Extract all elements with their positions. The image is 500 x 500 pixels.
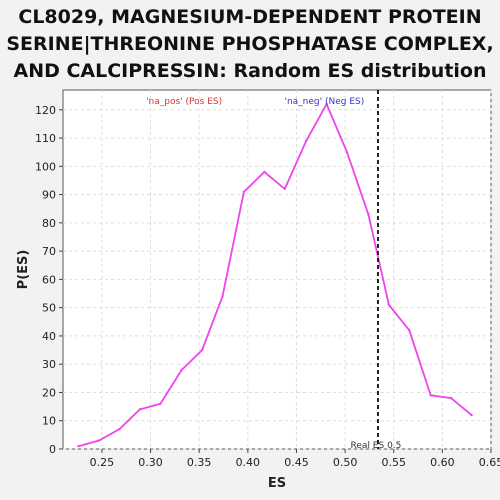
x-tick-label: 0.35 xyxy=(187,456,212,469)
x-tick-label: 0.45 xyxy=(284,456,309,469)
y-tick-label: 0 xyxy=(49,443,56,456)
data-point xyxy=(387,303,391,307)
plot-background xyxy=(62,89,492,450)
data-point xyxy=(408,329,411,332)
x-tick-label: 0.40 xyxy=(236,456,261,469)
chart-title-line-2: SERINE|THREONINE PHOSPHATASE COMPLEX, xyxy=(6,33,494,55)
axes: 0 10 20 30 40 50 60 70 80 90 100 110 120 0.25 0.30 0.35… xyxy=(35,104,500,469)
x-axis-title: ES xyxy=(268,476,286,491)
es-distribution-line xyxy=(78,102,473,448)
real-es-label: Real ES 0.5 xyxy=(351,441,402,451)
data-point xyxy=(200,348,204,352)
data-point xyxy=(470,413,473,417)
y-tick-label: 100 xyxy=(35,160,56,173)
x-tick-label: 0.25 xyxy=(90,456,115,469)
data-point xyxy=(325,102,328,106)
neg-es-annotation: 'na_neg' (Neg ES) xyxy=(284,97,364,107)
x-tick-label: 0.55 xyxy=(381,456,406,469)
x-tick-label: 0.30 xyxy=(138,456,163,469)
x-tick-label: 0.60 xyxy=(430,456,455,469)
y-tick-label: 90 xyxy=(42,189,56,202)
y-tick-label: 10 xyxy=(42,415,56,428)
y-tick-label: 70 xyxy=(42,245,56,258)
y-tick-label: 40 xyxy=(42,330,56,343)
y-tick-label: 80 xyxy=(42,217,56,230)
data-point xyxy=(242,190,246,193)
data-point xyxy=(283,187,286,191)
chart-title: CL8029, MAGNESIUM-DEPENDENT PROTEIN SERI… xyxy=(0,4,500,85)
pos-es-annotation: 'na_pos' (Pos ES) xyxy=(146,97,222,107)
data-point xyxy=(180,368,183,372)
data-point xyxy=(263,170,266,174)
y-tick-label: 120 xyxy=(35,104,56,117)
data-points xyxy=(77,102,473,448)
y-tick-label: 60 xyxy=(42,273,56,286)
data-point xyxy=(118,428,121,431)
y-tick-label: 30 xyxy=(42,358,56,371)
data-point xyxy=(345,150,349,154)
y-tick-label: 110 xyxy=(35,132,56,145)
y-tick-label: 50 xyxy=(42,302,56,315)
data-point xyxy=(449,396,453,400)
data-point xyxy=(221,295,224,298)
data-point xyxy=(367,213,370,216)
data-point xyxy=(138,408,142,411)
chart-title-line-1: CL8029, MAGNESIUM-DEPENDENT PROTEIN xyxy=(18,6,482,28)
data-point xyxy=(429,394,432,397)
data-point xyxy=(97,439,101,442)
data-point xyxy=(304,139,308,143)
data-point xyxy=(159,402,162,405)
x-tick-label: 0.50 xyxy=(333,456,358,469)
data-point xyxy=(77,444,80,448)
x-tick-label: 0.65 xyxy=(479,456,500,469)
y-tick-label: 20 xyxy=(42,386,56,399)
y-axis-title: P(ES) xyxy=(16,250,31,290)
chart-title-line-3: AND CALCIPRESSIN: Random ES distribution xyxy=(13,60,487,82)
